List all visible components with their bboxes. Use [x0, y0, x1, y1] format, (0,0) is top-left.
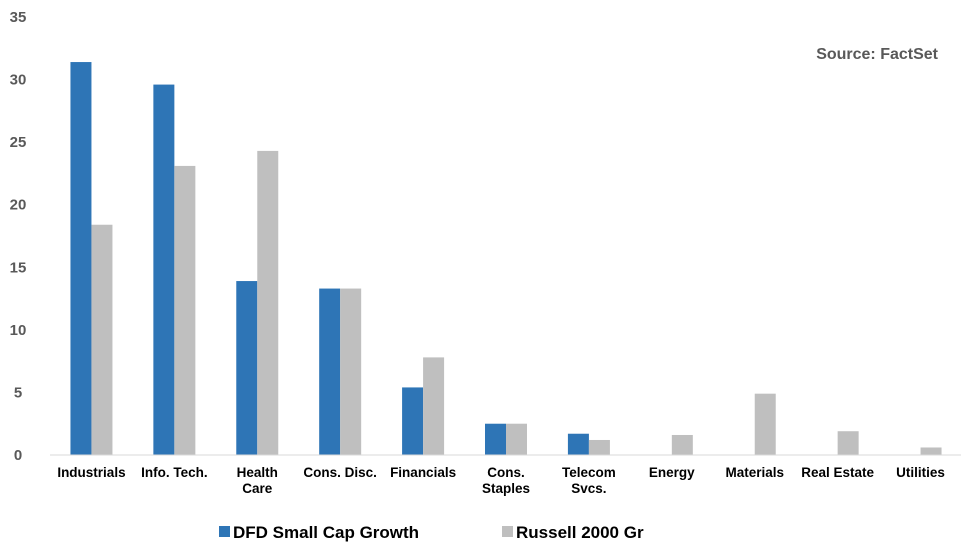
- bar-dfd: [567, 433, 589, 455]
- source-note: Source: FactSet: [816, 46, 938, 63]
- legend: DFD Small Cap Growth Russell 2000 Gr: [219, 523, 644, 542]
- y-tick-label: 10: [10, 322, 27, 339]
- x-axis: Industrials Info. Tech. Health Care Cons. Di…: [57, 465, 945, 496]
- legend-swatch: [219, 526, 230, 537]
- y-tick-label: 0: [14, 447, 22, 464]
- y-tick-label: 5: [14, 384, 22, 401]
- bar-dfd: [236, 281, 258, 455]
- bar-russell: [754, 393, 776, 455]
- legend-label: DFD Small Cap Growth: [233, 523, 419, 542]
- y-tick-label: 15: [10, 259, 27, 276]
- y-tick-label: 25: [10, 134, 27, 151]
- y-tick-label: 20: [10, 197, 27, 214]
- bar-dfd: [70, 62, 92, 456]
- bar-russell: [920, 447, 942, 455]
- x-tick-label: Telecom Svcs.: [562, 465, 616, 496]
- x-tick-label: Cons. Staples: [482, 465, 530, 496]
- bar-russell: [340, 288, 362, 455]
- x-tick-label: Industrials: [57, 465, 125, 480]
- bar-russell: [174, 165, 196, 456]
- y-tick-label: 30: [10, 72, 27, 89]
- bar-russell: [257, 150, 279, 455]
- bar-dfd: [485, 423, 506, 455]
- bar-russell: [506, 423, 527, 455]
- bar-russell: [91, 224, 113, 455]
- y-axis: 0 5 10 15 20 25 30 35: [10, 9, 27, 464]
- bar-dfd: [153, 84, 175, 455]
- bar-russell: [423, 357, 445, 455]
- x-tick-label: Energy: [649, 465, 695, 480]
- x-tick-label: Info. Tech.: [141, 465, 208, 480]
- x-tick-label: Cons. Disc.: [303, 465, 377, 480]
- x-tick-label: Financials: [390, 465, 456, 480]
- bar-russell: [671, 434, 693, 455]
- x-tick-label: Health Care: [237, 465, 278, 496]
- bar-dfd: [402, 387, 424, 455]
- bar-russell: [588, 439, 610, 455]
- x-tick-label: Materials: [725, 465, 784, 480]
- legend-label: Russell 2000 Gr: [516, 523, 644, 542]
- y-tick-label: 35: [10, 9, 27, 26]
- bar-russell: [837, 431, 859, 455]
- x-tick-label: Utilities: [896, 465, 945, 480]
- bars: [70, 62, 942, 456]
- x-tick-label: Real Estate: [801, 465, 874, 480]
- bar-dfd: [319, 288, 341, 455]
- legend-swatch: [502, 526, 513, 537]
